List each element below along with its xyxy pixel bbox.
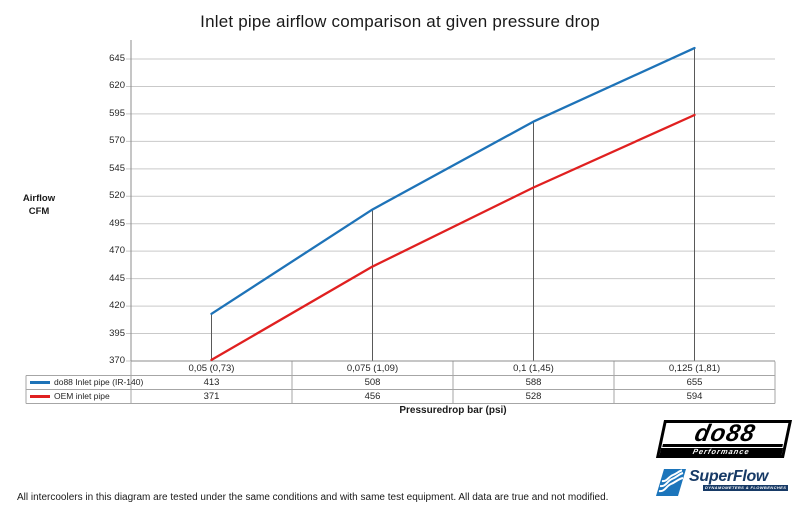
- y-tick-label-420: 420: [109, 300, 125, 312]
- y-tick-label-520: 520: [109, 190, 125, 202]
- do88-logo-tagline: Performance: [659, 447, 784, 456]
- y-tick-label-645: 645: [109, 53, 125, 64]
- legend-item-oem: OEM inlet pipe: [30, 390, 129, 403]
- x-axis-title: Pressuredrop bar (psi): [399, 405, 507, 416]
- table-value-1-2: 528: [525, 391, 542, 402]
- y-tick-label-445: 445: [109, 272, 125, 284]
- superflow-logo-text: SuperFlow DYNAMOMETERS & FLOWBENCHES: [689, 468, 789, 491]
- y-tick-label-545: 545: [109, 162, 125, 174]
- table-value-0-0: 413: [203, 377, 220, 388]
- legend-label: OEM inlet pipe: [54, 391, 110, 401]
- table-value-0-3: 655: [686, 377, 703, 388]
- y-axis-title-line2: CFM: [28, 206, 50, 217]
- y-tick-label-595: 595: [109, 107, 125, 119]
- do88-logo: do88 Performance: [655, 420, 793, 458]
- legend-item-do88: do88 Inlet pipe (IR-140): [30, 376, 143, 389]
- y-tick-label-620: 620: [109, 80, 125, 92]
- footer-disclaimer: All intercoolers in this diagram are tes…: [17, 492, 609, 503]
- series-line-do88-inlet-pipe-ir-140-: [210, 46, 696, 315]
- y-tick-label-395: 395: [109, 327, 125, 339]
- y-tick-label-495: 495: [109, 217, 125, 229]
- series-line-oem-inlet-pipe: [210, 113, 696, 362]
- table-value-1-1: 456: [364, 391, 381, 402]
- x-category-label-3: 0,125 (1,81): [668, 363, 721, 374]
- superflow-logo: SuperFlow DYNAMOMETERS & FLOWBENCHES: [656, 468, 792, 500]
- legend-label: do88 Inlet pipe (IR-140): [54, 377, 144, 387]
- y-tick-label-570: 570: [109, 135, 125, 147]
- table-value-0-1: 508: [364, 377, 381, 388]
- table-value-0-2: 588: [525, 377, 542, 388]
- table-value-1-3: 594: [686, 391, 703, 402]
- do88-logo-wordmark: do88: [662, 420, 788, 447]
- x-category-label-2: 0,1 (1,45): [513, 363, 554, 374]
- x-category-label-0: 0,05 (0,73): [188, 363, 235, 374]
- chart-title: Inlet pipe airflow comparison at given p…: [200, 12, 600, 31]
- superflow-logo-wordmark: SuperFlow: [689, 468, 769, 485]
- legend-line-marker: [30, 381, 50, 384]
- y-axis-title: Airflow CFM: [8, 192, 70, 218]
- y-tick-label-370: 370: [109, 355, 125, 366]
- legend-line-marker: [30, 395, 50, 398]
- table-value-1-0: 371: [203, 391, 220, 402]
- y-axis-title-line1: Airflow: [22, 193, 56, 204]
- superflow-waves-icon: [656, 469, 686, 496]
- y-tick-label-470: 470: [109, 245, 125, 257]
- x-category-label-1: 0,075 (1,09): [346, 363, 399, 374]
- superflow-logo-tagline: DYNAMOMETERS & FLOWBENCHES: [703, 485, 789, 491]
